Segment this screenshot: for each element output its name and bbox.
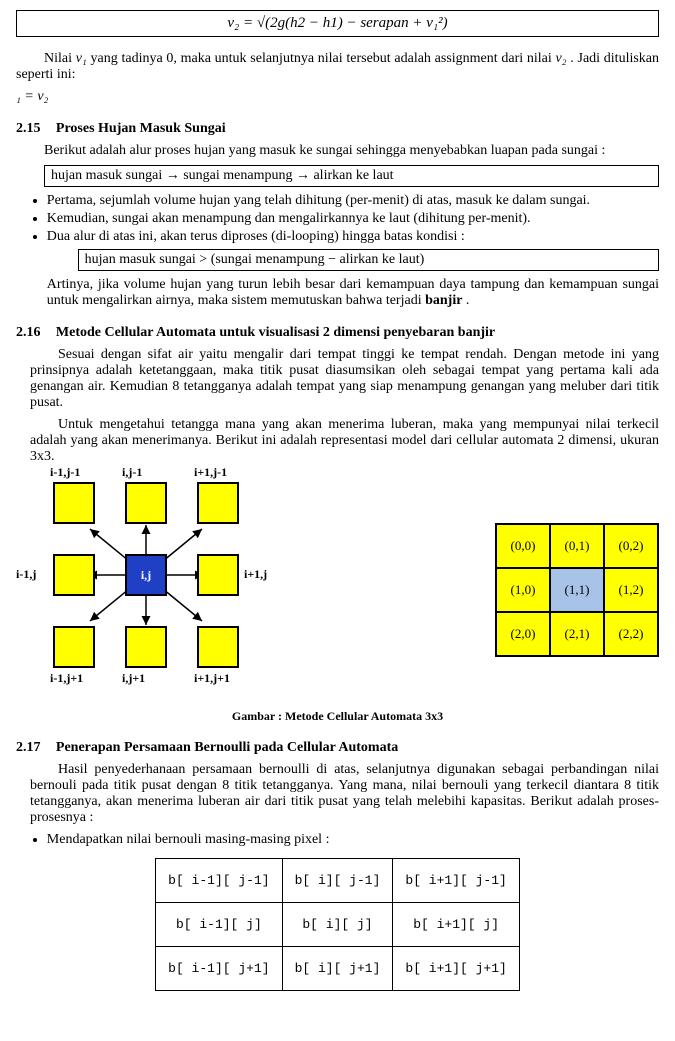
- table-cell: b[ i+1][ j+1]: [393, 947, 519, 991]
- table-cell: b[ i-1][ j]: [156, 903, 282, 947]
- bernoulli-table: b[ i-1][ j-1]b[ i][ j-1]b[ i+1][ j-1]b[ …: [155, 858, 520, 991]
- sec215-intro: Berikut adalah alur proses hujan yang ma…: [44, 143, 659, 159]
- table-cell: b[ i][ j]: [282, 903, 393, 947]
- sec216-p1: Sesuai dengan sifat air yaitu mengalir d…: [30, 347, 659, 411]
- sec217-bullets: Mendapatkan nilai bernouli masing-masing…: [47, 832, 659, 848]
- neighbor-cell: [197, 554, 239, 596]
- neighbor-cell: [197, 626, 239, 668]
- coord-cell: (0,0): [496, 524, 550, 568]
- neighbor-cell: [125, 626, 167, 668]
- coord-cell: (2,1): [550, 612, 604, 656]
- neighbor-label: i+1,j+1: [194, 671, 230, 686]
- neighbor-label: i,j-1: [122, 465, 142, 480]
- coord-cell: (1,0): [496, 568, 550, 612]
- eq-text: ₁ = v₂: [16, 89, 48, 104]
- neighbor-label: i-1,j-1: [50, 465, 80, 480]
- section-num: 2.15: [16, 121, 52, 137]
- text: yang tadinya 0, maka untuk selanjutnya n…: [91, 51, 556, 66]
- neighbor-cell: [125, 482, 167, 524]
- coord-cell: (0,1): [550, 524, 604, 568]
- table-cell: b[ i-1][ j-1]: [156, 859, 282, 903]
- sec217-p1: Hasil penyederhanaan persamaan bernoulli…: [30, 762, 659, 826]
- neighbor-label: i-1,j+1: [50, 671, 83, 686]
- section-215-title: 2.15 Proses Hujan Masuk Sungai: [16, 121, 659, 137]
- eq-v1v2: ₁ = v₂: [16, 89, 659, 105]
- neighbor-cell: [197, 482, 239, 524]
- cellular-automata-diagram: i,ji-1,j-1i,j-1i+1,j-1i-1,ji+1,ji-1,j+1i…: [16, 475, 276, 705]
- condition-text: hujan masuk sungai > (sungai menampung −…: [85, 252, 425, 267]
- section-heading: Proses Hujan Masuk Sungai: [56, 121, 226, 136]
- condition-box: hujan masuk sungai > (sungai menampung −…: [78, 249, 659, 271]
- coord-cell: (1,1): [550, 568, 604, 612]
- formula-box: v₂ = √(2g(h2 − h1) − serapan + v₁²): [16, 10, 659, 37]
- neighbor-cell: [53, 482, 95, 524]
- neighbor-label: i-1,j: [16, 567, 36, 582]
- para-v1v2: Nilai v₁ yang tadinya 0, maka untuk sela…: [16, 51, 659, 83]
- process-box-1: hujan masuk sungai → sungai menampung → …: [44, 165, 659, 187]
- section-217-title: 2.17 Penerapan Persamaan Bernoulli pada …: [16, 740, 659, 756]
- table-cell: b[ i][ j-1]: [282, 859, 393, 903]
- table-cell: b[ i][ j+1]: [282, 947, 393, 991]
- table-cell: b[ i-1][ j+1]: [156, 947, 282, 991]
- var-v1: v₁: [76, 51, 87, 66]
- list-item: Dua alur di atas ini, akan terus diprose…: [47, 229, 659, 245]
- table-cell: b[ i+1][ j]: [393, 903, 519, 947]
- sec216-p2: Untuk mengetahui tetangga mana yang akan…: [30, 417, 659, 465]
- figure-row: i,ji-1,j-1i,j-1i+1,j-1i-1,ji+1,ji-1,j+1i…: [16, 475, 659, 705]
- neighbor-label: i,j+1: [122, 671, 145, 686]
- section-heading: Penerapan Persamaan Bernoulli pada Cellu…: [56, 740, 398, 755]
- neighbor-cell: [53, 554, 95, 596]
- figure-caption: Gambar : Metode Cellular Automata 3x3: [16, 709, 659, 724]
- section-216-title: 2.16 Metode Cellular Automata untuk visu…: [16, 325, 659, 341]
- coordinate-grid: (0,0)(0,1)(0,2) (1,0)(1,1)(1,2) (2,0)(2,1)…: [495, 523, 659, 657]
- neighbor-label: i+1,j: [244, 567, 267, 582]
- section-num: 2.17: [16, 740, 52, 756]
- sec215-bullets: Pertama, sejumlah volume hujan yang tela…: [47, 193, 659, 245]
- neighbor-cell: [53, 626, 95, 668]
- list-item: Mendapatkan nilai bernouli masing-masing…: [47, 832, 659, 848]
- list-item: Kemudian, sungai akan menampung dan meng…: [47, 211, 659, 227]
- center-cell: i,j: [125, 554, 167, 596]
- neighbor-label: i+1,j-1: [194, 465, 227, 480]
- coord-cell: (1,2): [604, 568, 658, 612]
- coord-cell: (0,2): [604, 524, 658, 568]
- text: Artinya, jika volume hujan yang turun le…: [47, 277, 659, 308]
- list-item: Pertama, sejumlah volume hujan yang tela…: [47, 193, 659, 209]
- formula-text: v₂ = √(2g(h2 − h1) − serapan + v₁²): [227, 15, 447, 31]
- table-cell: b[ i+1][ j-1]: [393, 859, 519, 903]
- text: .: [466, 293, 470, 308]
- bold-banjir: banjir: [425, 293, 462, 308]
- var-v2: v₂: [555, 51, 566, 66]
- coord-cell: (2,2): [604, 612, 658, 656]
- sec215-after: Artinya, jika volume hujan yang turun le…: [47, 277, 659, 309]
- process-text: hujan masuk sungai → sungai menampung → …: [51, 168, 394, 183]
- section-num: 2.16: [16, 325, 52, 341]
- section-heading: Metode Cellular Automata untuk visualisa…: [56, 325, 495, 340]
- text: Nilai: [44, 51, 76, 66]
- coord-cell: (2,0): [496, 612, 550, 656]
